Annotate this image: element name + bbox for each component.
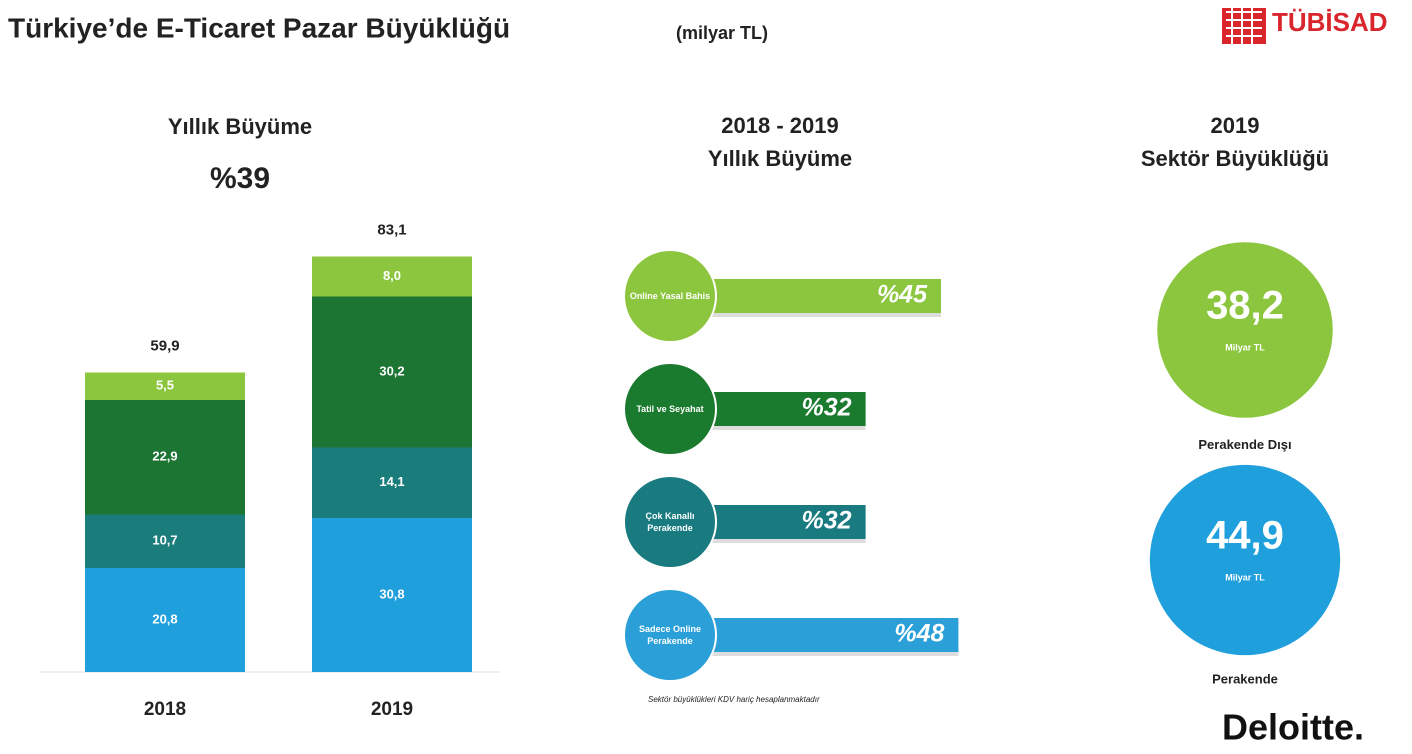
unit: (milyar TL) [676, 23, 768, 43]
category-label: Tatil ve Seyahat [636, 404, 704, 414]
total-label: 59,9 [150, 337, 179, 354]
value-label: 14,1 [379, 474, 404, 489]
category-label-box: Çok Kanallı Perakende [645, 511, 695, 533]
chart-title: Yıllık Büyüme [168, 114, 312, 139]
brand: Deloitte. [1222, 707, 1364, 748]
chart-subtitle: Yıllık Büyüme [708, 146, 852, 171]
value-label: 5,5 [156, 378, 174, 393]
category-label: Sadece Online Perakende [638, 624, 702, 646]
bar-segment [312, 447, 472, 518]
bar [680, 618, 959, 652]
category-label: Online Yasal Bahis [629, 291, 711, 301]
chart-title: 2019 [1211, 113, 1260, 138]
bar-segment [85, 372, 245, 400]
value-label: 30,2 [379, 363, 404, 378]
note: Sektör büyüklükleri KDV hariç hesaplanma… [648, 695, 820, 704]
bar-segment [85, 568, 245, 672]
bar-segment [312, 518, 472, 672]
logo-icon [1222, 8, 1266, 44]
chart-subtitle: Sektör Büyüklüğü [1141, 146, 1329, 171]
category-label-box: Sadece Online Perakende [638, 624, 702, 646]
unit-label: Milyar TL [1225, 342, 1265, 352]
title: Türkiye’de E-Ticaret Pazar Büyüklüğü [8, 12, 510, 43]
value-label: %32 [802, 394, 852, 422]
value-label: 30,8 [379, 586, 404, 601]
category-circle [623, 362, 717, 456]
category-label: Çok Kanallı Perakende [645, 511, 695, 533]
category-label-box: Online Yasal Bahis [629, 291, 711, 301]
value-label: 20,8 [152, 611, 177, 626]
value-label: %45 [877, 281, 928, 309]
bar-segment [312, 296, 472, 448]
category-label: Perakende [1212, 672, 1278, 687]
annotation: %39 [210, 162, 270, 195]
chart-title: 2018 - 2019 [721, 113, 838, 138]
bar [680, 279, 941, 313]
value-label: 44,9 [1206, 514, 1284, 558]
x-tick-label: 2018 [144, 699, 186, 720]
value-label: 8,0 [383, 268, 401, 283]
total-label: 83,1 [377, 221, 406, 238]
value-label: %32 [802, 507, 852, 535]
value-label: 10,7 [152, 533, 177, 548]
value-label: %48 [894, 620, 944, 648]
bar-segment [85, 514, 245, 568]
bar-segment [312, 256, 472, 297]
category-circle [623, 588, 717, 682]
bubble [1149, 464, 1341, 656]
category-circle [623, 475, 717, 569]
logo: TÜBİSAD [1272, 7, 1388, 37]
category-circle [623, 249, 717, 343]
unit-label: Milyar TL [1225, 572, 1265, 582]
category-label-box: Tatil ve Seyahat [636, 404, 704, 414]
value-label: 22,9 [152, 449, 177, 464]
bubble [1157, 242, 1333, 418]
x-tick-label: 2019 [371, 699, 413, 720]
bar-segment [85, 400, 245, 515]
value-label: 38,2 [1206, 284, 1284, 328]
category-label: Perakende Dışı [1198, 437, 1291, 452]
